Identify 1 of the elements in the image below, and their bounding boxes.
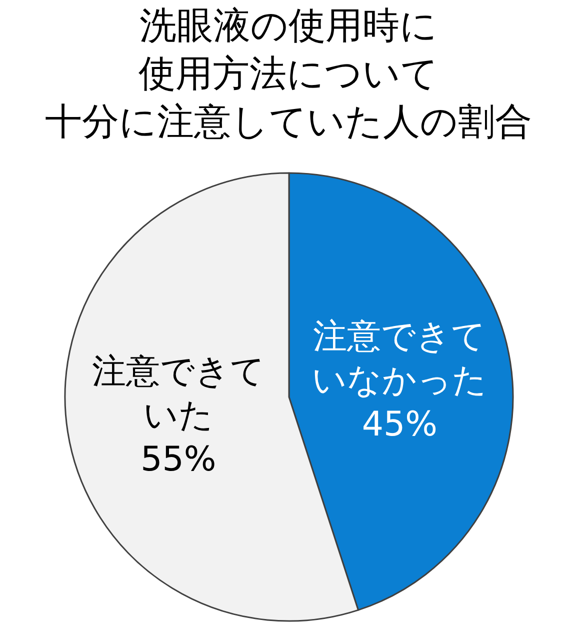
title: 洗眼液の使用時に使用方法について十分に注意していた人の割合 <box>45 4 532 143</box>
